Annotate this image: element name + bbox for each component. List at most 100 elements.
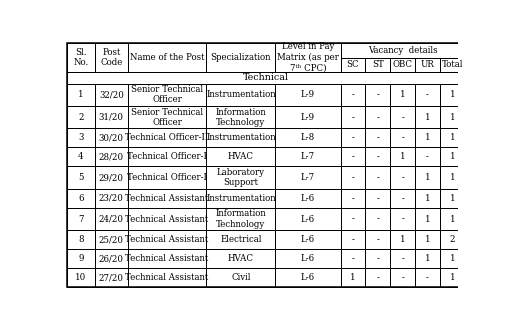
Text: Instrumentation: Instrumentation xyxy=(206,90,276,99)
Text: -: - xyxy=(401,273,404,282)
Text: 1: 1 xyxy=(449,273,455,282)
Bar xyxy=(67,230,95,249)
Bar xyxy=(275,189,341,208)
Bar xyxy=(95,189,128,208)
Text: Electrical: Electrical xyxy=(220,235,262,244)
Text: 1: 1 xyxy=(449,173,455,182)
Text: HVAC: HVAC xyxy=(228,152,254,161)
Bar xyxy=(390,268,415,287)
Text: Instrumentation: Instrumentation xyxy=(206,133,276,143)
Text: -: - xyxy=(376,273,379,282)
Text: 4: 4 xyxy=(78,152,84,161)
Bar xyxy=(415,58,440,72)
Bar xyxy=(390,128,415,147)
Text: Technical Assistant: Technical Assistant xyxy=(125,214,209,224)
Bar xyxy=(67,128,95,147)
Text: 1: 1 xyxy=(400,152,406,161)
Bar xyxy=(390,189,415,208)
Text: 2: 2 xyxy=(449,235,455,244)
Bar xyxy=(365,189,390,208)
Text: 1: 1 xyxy=(449,254,455,263)
Bar xyxy=(440,230,465,249)
Text: Instrumentation: Instrumentation xyxy=(206,194,276,203)
Bar xyxy=(341,230,365,249)
Bar xyxy=(275,230,341,249)
Bar xyxy=(415,128,440,147)
Bar xyxy=(95,106,128,128)
Bar xyxy=(440,106,465,128)
Bar xyxy=(390,147,415,166)
Text: -: - xyxy=(352,90,354,99)
Bar xyxy=(275,43,341,72)
Text: 1: 1 xyxy=(449,90,455,99)
Bar xyxy=(128,249,207,268)
Bar xyxy=(128,43,207,72)
Bar xyxy=(390,230,415,249)
Text: 25/20: 25/20 xyxy=(99,235,124,244)
Text: Technical Officer-I: Technical Officer-I xyxy=(127,173,207,182)
Text: -: - xyxy=(352,235,354,244)
Bar xyxy=(128,268,207,287)
Text: 1: 1 xyxy=(78,90,84,99)
Text: 1: 1 xyxy=(425,235,430,244)
Bar xyxy=(415,189,440,208)
Bar xyxy=(67,166,95,189)
Bar xyxy=(365,84,390,106)
Text: Post
Code: Post Code xyxy=(100,48,123,67)
Bar xyxy=(415,166,440,189)
Text: L-9: L-9 xyxy=(301,113,315,122)
Bar xyxy=(390,84,415,106)
Text: 1: 1 xyxy=(425,194,430,203)
Bar xyxy=(67,72,465,84)
Text: Level in Pay
Matrix (as per
7ᵗʰ CPC): Level in Pay Matrix (as per 7ᵗʰ CPC) xyxy=(277,42,339,72)
Text: 31/20: 31/20 xyxy=(99,113,124,122)
Bar xyxy=(207,230,275,249)
Text: -: - xyxy=(352,254,354,263)
Text: -: - xyxy=(376,173,379,182)
Bar xyxy=(365,268,390,287)
Bar xyxy=(440,249,465,268)
Text: 1: 1 xyxy=(425,113,430,122)
Text: L-8: L-8 xyxy=(301,133,315,143)
Bar xyxy=(128,208,207,230)
Bar xyxy=(207,208,275,230)
Bar xyxy=(341,58,365,72)
Text: -: - xyxy=(352,133,354,143)
Bar xyxy=(275,128,341,147)
Text: 28/20: 28/20 xyxy=(99,152,124,161)
Text: 2: 2 xyxy=(78,113,84,122)
Text: Information
Technology: Information Technology xyxy=(216,108,266,127)
Bar xyxy=(275,106,341,128)
Bar xyxy=(390,106,415,128)
Text: Vacancy  details: Vacancy details xyxy=(368,46,438,55)
Text: Total: Total xyxy=(442,61,463,69)
Bar xyxy=(95,208,128,230)
Text: Laboratory
Support: Laboratory Support xyxy=(217,168,265,187)
Text: Specialization: Specialization xyxy=(211,53,271,62)
Bar xyxy=(365,249,390,268)
Bar xyxy=(95,43,128,72)
Bar xyxy=(95,230,128,249)
Text: 1: 1 xyxy=(400,90,406,99)
Text: -: - xyxy=(376,214,379,224)
Text: OBC: OBC xyxy=(392,61,413,69)
Bar xyxy=(365,208,390,230)
Bar xyxy=(275,147,341,166)
Text: 1: 1 xyxy=(425,214,430,224)
Bar xyxy=(128,166,207,189)
Text: SC: SC xyxy=(347,61,359,69)
Bar xyxy=(67,147,95,166)
Text: 1: 1 xyxy=(425,173,430,182)
Bar xyxy=(415,208,440,230)
Text: L-6: L-6 xyxy=(301,214,315,224)
Text: -: - xyxy=(401,133,404,143)
Text: -: - xyxy=(352,214,354,224)
Text: 23/20: 23/20 xyxy=(99,194,124,203)
Text: Technical Assistant: Technical Assistant xyxy=(125,235,209,244)
Text: -: - xyxy=(376,194,379,203)
Text: -: - xyxy=(401,214,404,224)
Bar xyxy=(440,58,465,72)
Text: 1: 1 xyxy=(449,214,455,224)
Bar xyxy=(95,147,128,166)
Bar xyxy=(95,268,128,287)
